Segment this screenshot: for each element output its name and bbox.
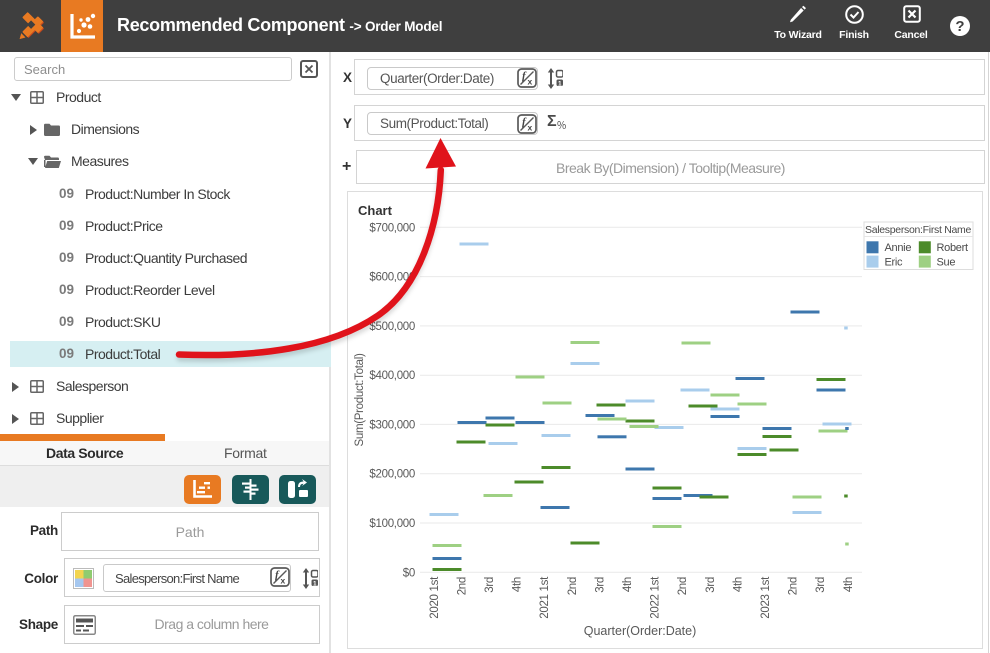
svg-text:$500,000: $500,000 <box>369 321 415 333</box>
svg-text:$100,000: $100,000 <box>369 518 415 530</box>
svg-text:2nd: 2nd <box>788 577 800 595</box>
svg-text:f: f <box>522 70 527 82</box>
svg-text:f: f <box>275 569 280 581</box>
svg-text:x: x <box>528 77 533 87</box>
svg-text:4th: 4th <box>512 577 524 592</box>
svg-text:4th: 4th <box>843 577 855 592</box>
svg-text:2nd: 2nd <box>567 577 579 595</box>
svg-text:$0: $0 <box>403 567 415 579</box>
svg-text:Robert: Robert <box>937 242 968 254</box>
svg-text:Sue: Sue <box>937 256 956 268</box>
svg-text:4th: 4th <box>732 577 744 592</box>
svg-text:3rd: 3rd <box>484 577 496 593</box>
svg-text:4th: 4th <box>622 577 634 592</box>
svg-text:2nd: 2nd <box>677 577 689 595</box>
svg-text:3rd: 3rd <box>815 577 827 593</box>
svg-text:Annie: Annie <box>885 242 912 254</box>
svg-text:$300,000: $300,000 <box>369 419 415 431</box>
svg-text:2020 1st: 2020 1st <box>429 576 441 619</box>
svg-text:Quarter(Order:Date): Quarter(Order:Date) <box>584 624 697 638</box>
svg-text:2023 1st: 2023 1st <box>760 576 772 619</box>
svg-text:Sum(Product:Total): Sum(Product:Total) <box>354 353 366 446</box>
svg-text:2nd: 2nd <box>456 577 468 595</box>
svg-text:f: f <box>522 116 527 128</box>
svg-text:1: 1 <box>313 580 317 587</box>
svg-text:3rd: 3rd <box>705 577 717 593</box>
svg-text:$600,000: $600,000 <box>369 272 415 284</box>
svg-text:1: 1 <box>558 80 562 87</box>
svg-text:$700,000: $700,000 <box>369 222 415 234</box>
svg-text:x: x <box>280 576 285 586</box>
svg-text:$200,000: $200,000 <box>369 469 415 481</box>
svg-text:$400,000: $400,000 <box>369 370 415 382</box>
svg-text:3rd: 3rd <box>594 577 606 593</box>
svg-text:2022 1st: 2022 1st <box>650 576 662 619</box>
svg-text:2021 1st: 2021 1st <box>539 576 551 619</box>
svg-text:Salesperson:First Name: Salesperson:First Name <box>865 224 971 236</box>
svg-text:x: x <box>528 122 533 132</box>
svg-text:Eric: Eric <box>885 256 904 268</box>
